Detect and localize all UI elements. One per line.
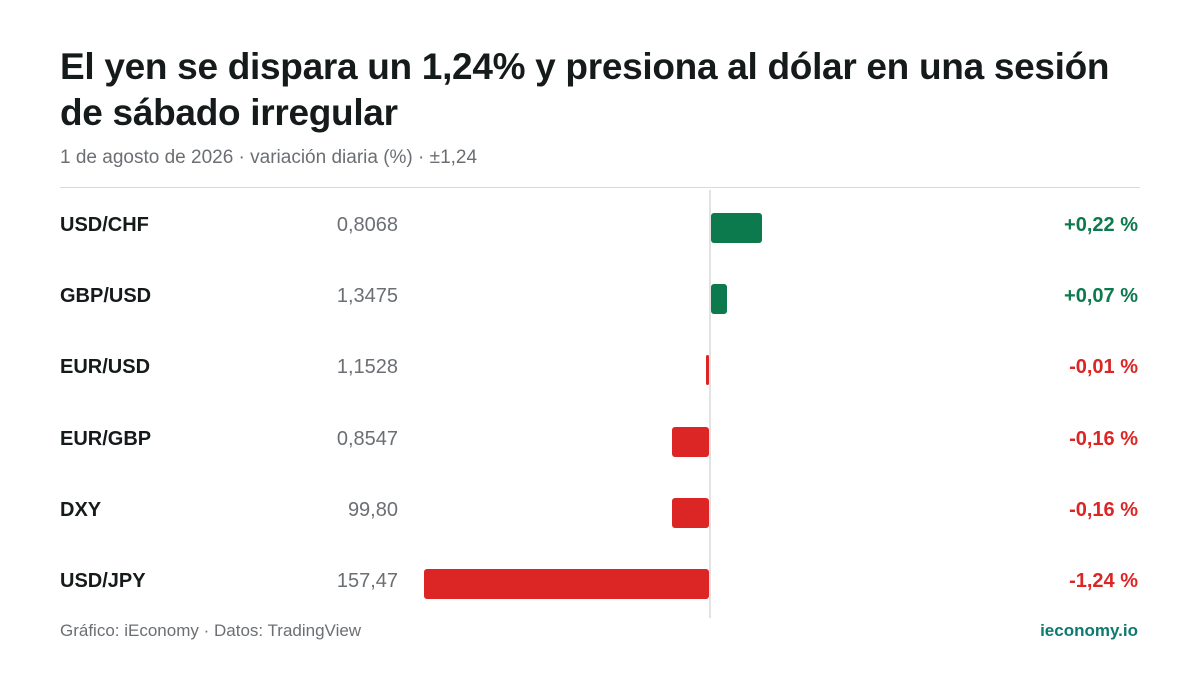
zero-axis-line <box>709 190 711 618</box>
change-bar <box>672 497 709 528</box>
chart-row: EUR/USD 1,1528 -0,01 % <box>0 333 1200 404</box>
chart-row: USD/JPY 157,47 -1,24 % <box>0 547 1200 618</box>
chart-subtitle: 1 de agosto de 2026 · variación diaria (… <box>60 147 478 168</box>
change-label: -0,16 % <box>1069 427 1138 450</box>
pair-label: USD/CHF <box>60 214 149 236</box>
pair-label: DXY <box>60 498 102 521</box>
change-label: +0,22 % <box>1064 214 1138 236</box>
change-bar <box>424 569 709 599</box>
change-label: +0,07 % <box>1064 285 1138 308</box>
change-label: -0,01 % <box>1069 356 1138 379</box>
price-value: 0,8547 <box>336 427 398 450</box>
pair-label: EUR/USD <box>60 356 151 379</box>
change-label: -0,16 % <box>1069 498 1138 521</box>
change-bar <box>711 284 728 315</box>
chart-row: EUR/GBP 0,8547 -0,16 % <box>0 405 1200 476</box>
pair-label: GBP/USD <box>60 285 152 308</box>
change-bar <box>706 355 709 386</box>
chart-row: GBP/USD 1,3475 +0,07 % <box>0 262 1200 333</box>
price-value: 1,3475 <box>336 285 398 308</box>
chart-title: El yen se dispara un 1,24% y presiona al… <box>60 46 1110 133</box>
price-value: 0,8068 <box>336 214 398 236</box>
chart-row: DXY 99,80 -0,16 % <box>0 476 1200 547</box>
pair-label: EUR/GBP <box>60 427 152 450</box>
chart-row: USD/CHF 0,8068 +0,22 % <box>0 191 1200 262</box>
price-value: 157,47 <box>336 570 398 592</box>
brand-link[interactable]: ieconomy.io <box>1040 621 1138 640</box>
change-bar <box>711 213 762 243</box>
change-bar <box>672 426 709 457</box>
change-label: -1,24 % <box>1069 570 1138 592</box>
pair-label: USD/JPY <box>60 570 146 592</box>
price-value: 1,1528 <box>336 356 398 379</box>
source-credit: Gráfico: iEconomy · Datos: TradingView <box>60 621 362 640</box>
price-value: 99,80 <box>347 498 398 521</box>
header-divider <box>60 187 1140 188</box>
